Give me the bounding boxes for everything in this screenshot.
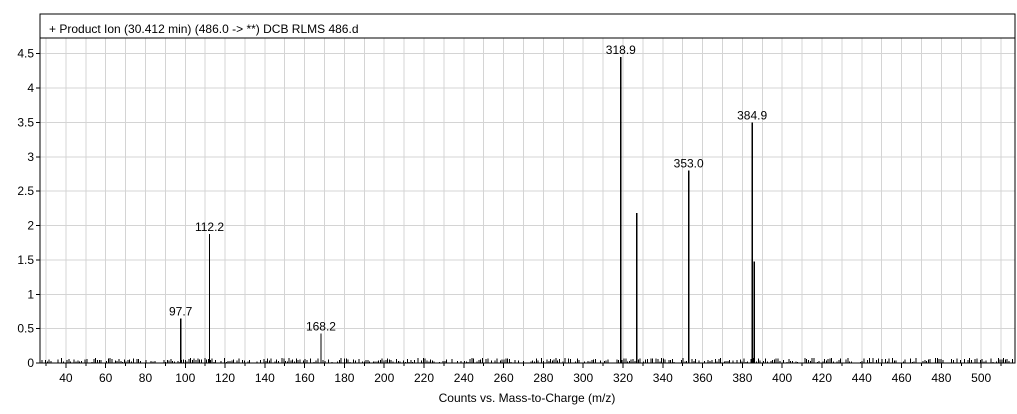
x-tick-label: 40	[59, 371, 73, 385]
baseline-noise	[41, 357, 1014, 363]
x-tick-label: 100	[175, 371, 195, 385]
x-tick-label: 420	[812, 371, 832, 385]
chart-title: + Product Ion (30.412 min) (486.0 -> **)…	[49, 22, 359, 36]
x-tick-label: 300	[573, 371, 593, 385]
x-tick-label: 80	[139, 371, 153, 385]
x-tick-label: 160	[295, 371, 315, 385]
y-tick-label: 2	[27, 219, 34, 233]
y-tick-label: 3.5	[17, 115, 34, 129]
axes: 40 60 80 100 120 140 160 180 200 220 240 260 280 300 3…	[17, 13, 1016, 385]
grid	[40, 38, 1015, 363]
y-tick-label: 0	[27, 356, 34, 370]
peak-label: 353.0	[674, 157, 704, 171]
peak-label: 168.2	[306, 319, 336, 333]
peak-label: 384.9	[737, 108, 767, 122]
x-axis-label: Counts vs. Mass-to-Charge (m/z)	[439, 391, 616, 405]
x-tick-label: 220	[414, 371, 434, 385]
y-tick-label: 0.5	[17, 322, 34, 336]
x-tick-label: 140	[255, 371, 275, 385]
y-tick-label: 4	[27, 81, 34, 95]
x-tick-label: 440	[852, 371, 872, 385]
x-tick-label: 200	[374, 371, 394, 385]
x-tick-label: 340	[653, 371, 673, 385]
y-tick-label: 3	[27, 150, 34, 164]
x-tick-label: 500	[971, 371, 991, 385]
x-tick-label: 180	[334, 371, 354, 385]
x-tick-label: 400	[772, 371, 792, 385]
x-tick-label: 480	[931, 371, 951, 385]
x-tick-label: 360	[693, 371, 713, 385]
x-tick-label: 260	[494, 371, 514, 385]
peaks: 97.7 112.2 168.2 318.9 353.0 384.9	[169, 43, 767, 363]
x-tick-label: 460	[892, 371, 912, 385]
peak-label: 318.9	[606, 43, 636, 57]
x-tick-label: 380	[732, 371, 752, 385]
y-tick-label: 1	[27, 287, 34, 301]
x-tick-label: 240	[454, 371, 474, 385]
peak-label: 112.2	[195, 220, 224, 234]
y-tick-label: 2.5	[17, 184, 34, 198]
y-tick-label: 4.5	[17, 47, 34, 61]
y-tick-label: 1.5	[17, 253, 34, 267]
peak-label: 97.7	[169, 304, 193, 318]
x-tick-label: 120	[215, 371, 235, 385]
x-tick-label: 280	[533, 371, 553, 385]
x-tick-label: 320	[613, 371, 633, 385]
x-tick-label: 60	[99, 371, 113, 385]
